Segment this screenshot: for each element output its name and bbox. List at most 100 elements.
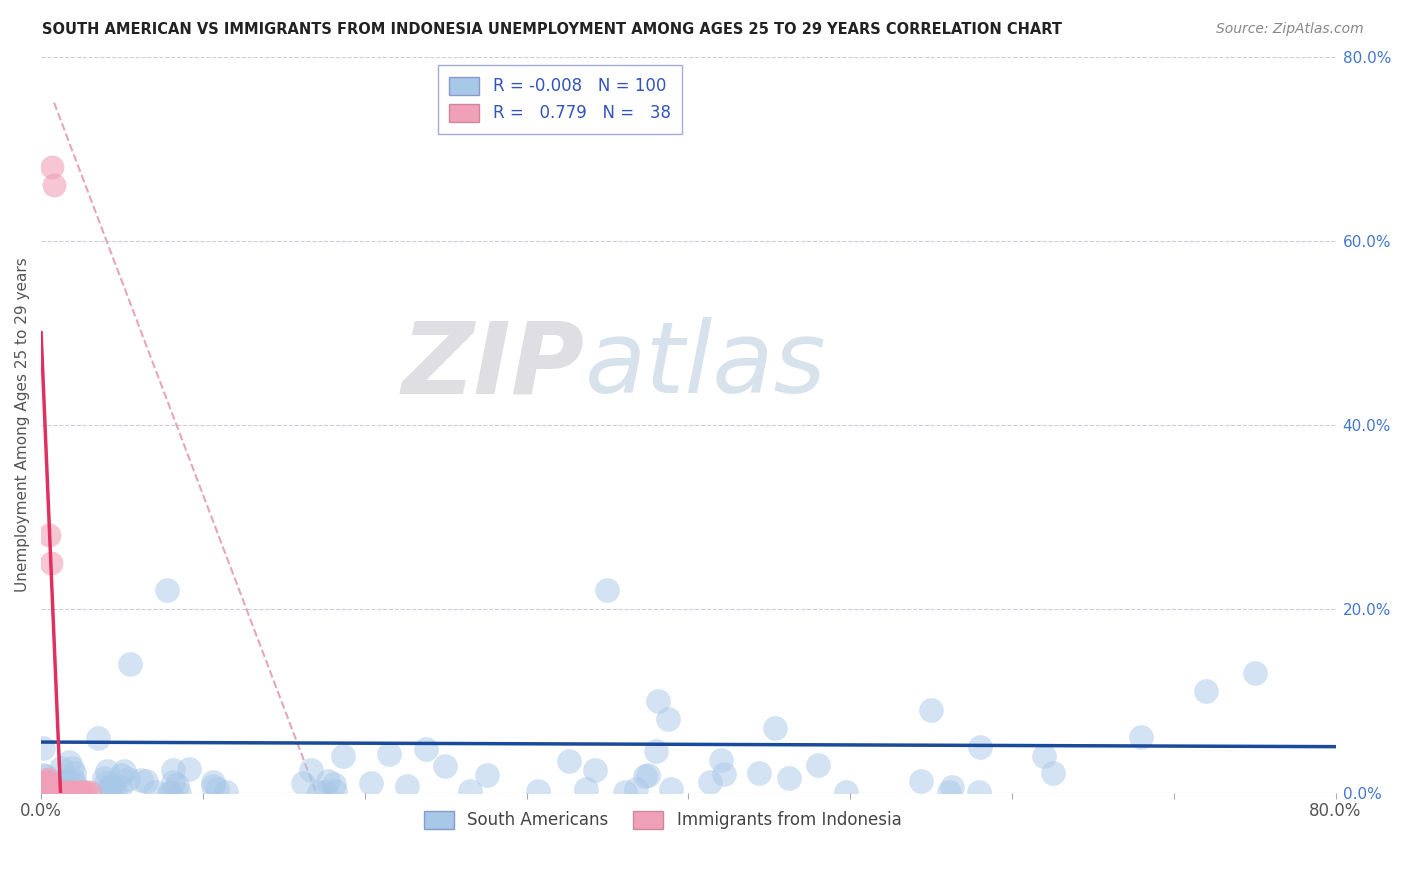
Point: [596, 583, 619, 598]
Point: [434, 758, 457, 772]
Point: [35, 774, 58, 789]
Point: [37, 772, 59, 786]
Point: [637, 768, 659, 782]
Point: [42, 783, 65, 797]
Point: [291, 776, 314, 790]
Point: [37, 784, 59, 798]
Point: [167, 786, 190, 800]
Point: [49, 785, 72, 799]
Point: [659, 782, 682, 797]
Legend: South Americans, Immigrants from Indonesia: South Americans, Immigrants from Indones…: [418, 804, 908, 836]
Point: [1243, 666, 1265, 681]
Point: [215, 785, 238, 799]
Point: [48, 785, 70, 799]
Point: [62, 785, 84, 799]
Point: [58, 755, 80, 769]
Point: [46, 782, 69, 797]
Point: [34, 775, 56, 789]
Point: [86, 731, 108, 745]
Point: [316, 773, 339, 788]
Text: ZIP: ZIP: [402, 318, 585, 414]
Point: [34, 777, 56, 791]
Point: [1042, 766, 1064, 780]
Point: [458, 784, 481, 798]
Point: [39, 556, 62, 570]
Point: [46, 784, 69, 798]
Point: [112, 764, 135, 778]
Point: [49, 783, 72, 797]
Point: [763, 721, 786, 735]
Point: [67, 785, 90, 799]
Text: SOUTH AMERICAN VS IMMIGRANTS FROM INDONESIA UNEMPLOYMENT AMONG AGES 25 TO 29 YEA: SOUTH AMERICAN VS IMMIGRANTS FROM INDONE…: [42, 22, 1062, 37]
Point: [699, 775, 721, 789]
Point: [51, 785, 73, 799]
Point: [59, 785, 82, 799]
Point: [807, 758, 830, 772]
Point: [657, 712, 679, 726]
Point: [66, 785, 89, 799]
Point: [100, 780, 122, 794]
Point: [201, 775, 224, 789]
Point: [62, 773, 84, 788]
Point: [558, 754, 581, 768]
Point: [35, 769, 58, 783]
Point: [31, 740, 53, 755]
Point: [614, 785, 637, 799]
Point: [56, 774, 79, 789]
Point: [920, 703, 942, 717]
Point: [177, 762, 200, 776]
Point: [48, 775, 70, 789]
Point: [120, 657, 142, 671]
Point: [645, 744, 668, 758]
Point: [314, 785, 336, 799]
Point: [527, 784, 550, 798]
Point: [48, 785, 70, 799]
Point: [42, 178, 65, 193]
Text: Source: ZipAtlas.com: Source: ZipAtlas.com: [1216, 22, 1364, 37]
Point: [31, 785, 53, 799]
Point: [49, 761, 72, 775]
Point: [162, 763, 184, 777]
Point: [1033, 748, 1056, 763]
Point: [63, 785, 86, 799]
Point: [73, 785, 96, 799]
Point: [1130, 731, 1153, 745]
Point: [323, 777, 346, 791]
Point: [634, 769, 657, 783]
Point: [63, 766, 86, 780]
Point: [156, 583, 179, 598]
Point: [34, 783, 56, 797]
Point: [135, 774, 157, 789]
Point: [38, 776, 60, 790]
Text: atlas: atlas: [585, 318, 827, 414]
Point: [101, 780, 124, 794]
Point: [162, 775, 184, 789]
Point: [56, 785, 79, 799]
Point: [202, 779, 225, 793]
Point: [45, 784, 67, 798]
Point: [207, 781, 229, 796]
Point: [1195, 684, 1218, 698]
Point: [79, 785, 101, 799]
Point: [37, 776, 59, 790]
Point: [647, 693, 669, 707]
Point: [910, 773, 932, 788]
Point: [377, 747, 399, 761]
Point: [145, 785, 167, 799]
Point: [332, 748, 354, 763]
Point: [323, 783, 346, 797]
Y-axis label: Unemployment Among Ages 25 to 29 years: Unemployment Among Ages 25 to 29 years: [15, 257, 30, 592]
Point: [38, 784, 60, 798]
Point: [58, 785, 80, 799]
Point: [129, 772, 152, 787]
Point: [75, 785, 97, 799]
Point: [157, 786, 180, 800]
Point: [166, 778, 188, 792]
Point: [575, 781, 598, 796]
Point: [583, 763, 606, 777]
Point: [98, 780, 121, 794]
Point: [38, 778, 60, 792]
Point: [835, 785, 858, 799]
Point: [475, 768, 498, 782]
Point: [938, 785, 960, 799]
